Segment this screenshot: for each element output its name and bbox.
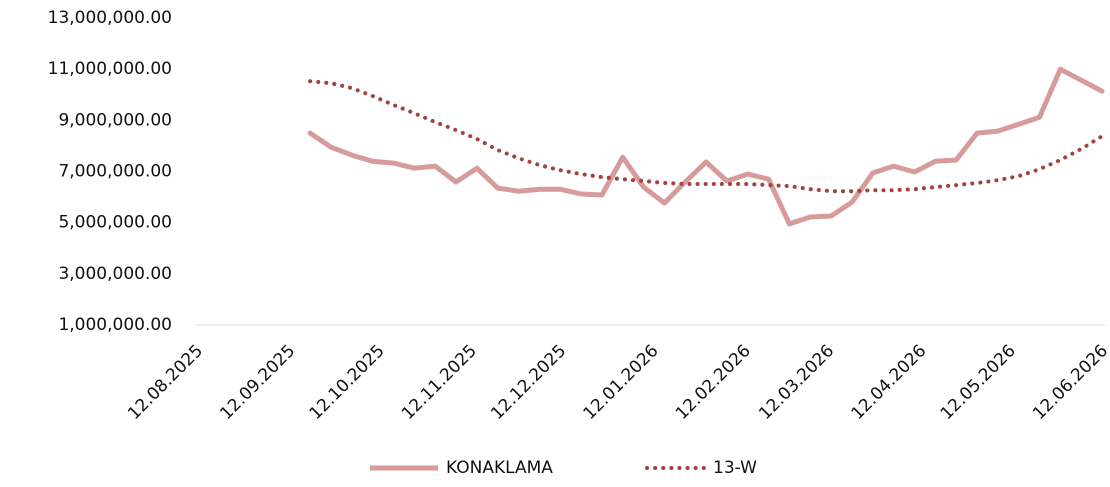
legend-label: KONAKLAMA [446, 458, 553, 478]
x-tick-label: 12.08.2025 [124, 341, 207, 424]
x-tick-label: 12.11.2025 [398, 341, 481, 424]
y-tick-label: 9,000,000.00 [58, 110, 172, 130]
x-tick-label: 12.10.2025 [306, 341, 389, 424]
x-tick-label: 12.02.2026 [672, 341, 755, 424]
legend-label: 13-W [713, 458, 757, 478]
y-tick-label: 1,000,000.00 [58, 315, 172, 335]
series-line [308, 79, 1104, 194]
x-tick-label: 12.01.2026 [580, 341, 663, 424]
y-tick-label: 13,000,000.00 [48, 8, 172, 28]
x-tick-label: 12.03.2026 [755, 341, 838, 424]
x-tick-label: 12.12.2025 [487, 341, 570, 424]
x-tick-label: 12.06.2026 [1029, 341, 1110, 424]
x-tick-label: 12.04.2026 [848, 341, 931, 424]
series-line [307, 66, 1105, 227]
y-tick-label: 3,000,000.00 [58, 264, 172, 284]
y-tick-label: 7,000,000.00 [58, 162, 172, 182]
x-tick-label: 12.05.2026 [937, 341, 1020, 424]
x-tick-label: 12.09.2025 [216, 341, 299, 424]
y-tick-label: 11,000,000.00 [48, 59, 172, 79]
y-tick-label: 5,000,000.00 [58, 213, 172, 233]
